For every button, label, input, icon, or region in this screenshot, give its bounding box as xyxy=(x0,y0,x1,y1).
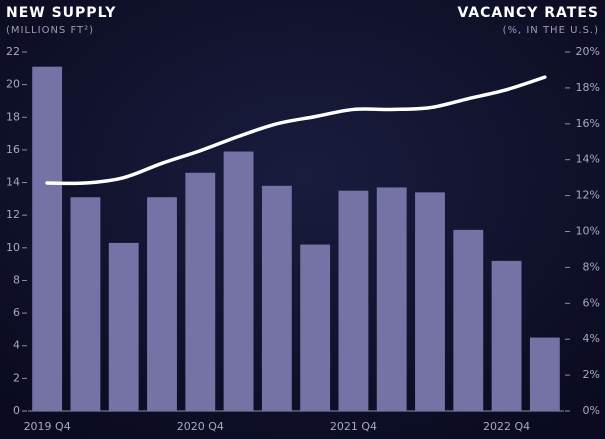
y-tick-label: 14 xyxy=(6,176,20,189)
y2-tick-label: 8% xyxy=(583,260,600,273)
y2-tick-label: 0% xyxy=(583,404,600,417)
bar xyxy=(108,242,139,411)
y2-tick-label: 4% xyxy=(583,332,600,345)
bar xyxy=(338,190,369,411)
y-tick-label: 6 xyxy=(13,306,20,319)
x-tick-label: 2020 Q4 xyxy=(177,420,224,433)
y2-tick-label: 10% xyxy=(576,225,600,238)
y-tick-label: 20 xyxy=(6,78,20,91)
y2-tick-label: 20% xyxy=(576,45,600,58)
y2-subtitle: (%, IN THE U.S.) xyxy=(503,25,599,36)
x-tick-label: 2021 Q4 xyxy=(330,420,377,433)
line xyxy=(45,75,547,186)
bar xyxy=(376,187,407,411)
bar xyxy=(223,151,254,412)
bar xyxy=(261,185,292,411)
y-tick-label: 8 xyxy=(13,273,20,286)
y-tick-label: 4 xyxy=(13,339,20,352)
y2-title: VACANCY RATES xyxy=(457,5,599,21)
x-tick-label: 2022 Q4 xyxy=(483,420,530,433)
y-tick-label: 0 xyxy=(13,404,20,417)
y2-tick-label: 12% xyxy=(576,189,600,202)
bar xyxy=(70,197,101,411)
y-tick-label: 10 xyxy=(6,241,20,254)
bar xyxy=(185,172,216,411)
y2-tick-label: 6% xyxy=(583,296,600,309)
y-tick-label: 18 xyxy=(6,110,20,123)
y2-tick-label: 14% xyxy=(576,153,600,166)
y2-tick-label: 18% xyxy=(576,81,600,94)
bar xyxy=(300,244,331,411)
y-tick-label: 22 xyxy=(6,45,20,58)
bar xyxy=(147,197,177,411)
y-tick-label: 12 xyxy=(6,208,20,221)
bar xyxy=(491,260,522,411)
bar xyxy=(529,337,560,411)
bar xyxy=(453,229,484,411)
x-tick-label: 2019 Q4 xyxy=(24,420,71,433)
y-tick-label: 16 xyxy=(6,143,20,156)
y2-tick-label: 16% xyxy=(576,117,600,130)
bar xyxy=(415,192,445,411)
y-tick-label: 2 xyxy=(13,371,20,384)
bar xyxy=(32,66,63,411)
y2-tick-label: 2% xyxy=(583,368,600,381)
chart-subtitle: (MILLIONS FT²) xyxy=(6,25,94,36)
chart-title: NEW SUPPLY xyxy=(6,5,116,21)
